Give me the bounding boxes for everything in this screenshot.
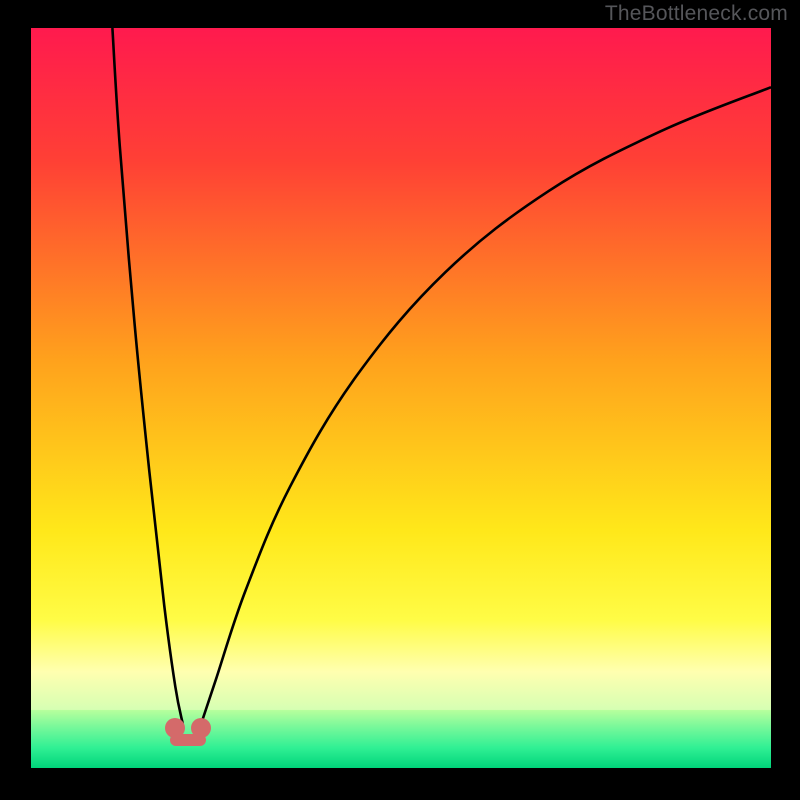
curve-layer (31, 28, 771, 768)
curve-right-branch (201, 87, 771, 723)
chart-plot-area (31, 28, 771, 768)
watermark-text: TheBottleneck.com (605, 2, 788, 26)
curve-left-branch (112, 28, 182, 724)
